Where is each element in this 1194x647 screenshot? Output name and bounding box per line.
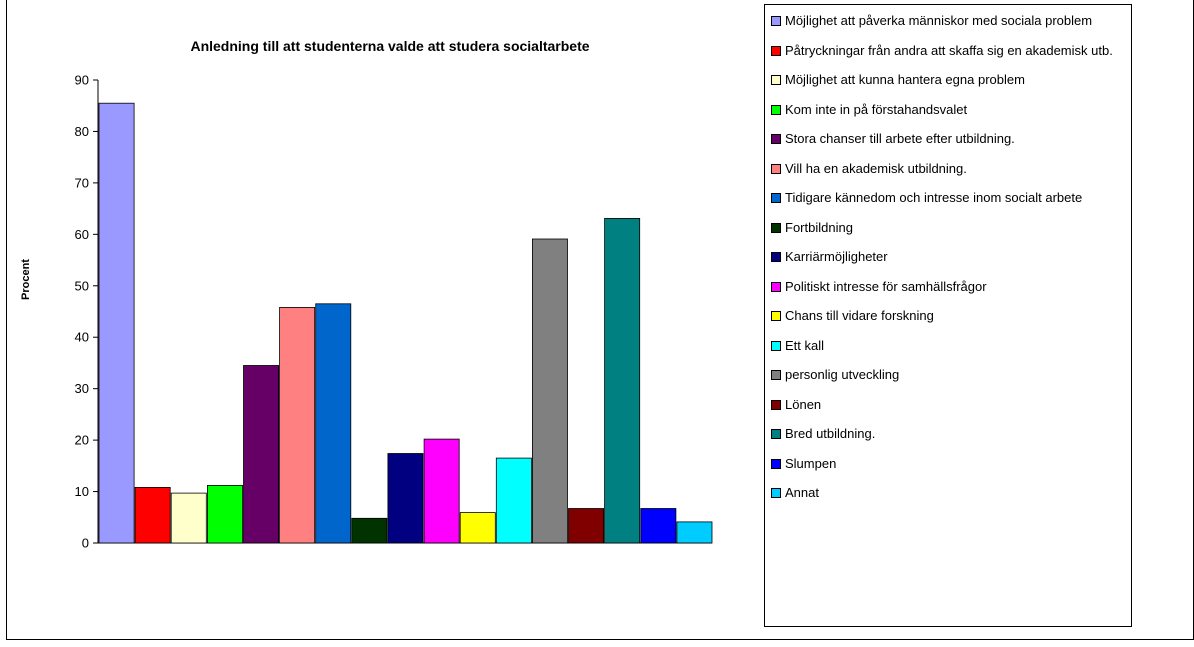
legend-item: Stora chanser till arbete efter utbildni… bbox=[771, 131, 1126, 146]
bar bbox=[568, 508, 604, 544]
legend-item: Fortbildning bbox=[771, 220, 1126, 235]
legend-swatch bbox=[771, 222, 781, 233]
legend-item: Ett kall bbox=[771, 338, 1126, 353]
legend-label: Kom inte in på förstahandsvalet bbox=[785, 101, 968, 117]
legend-swatch bbox=[771, 252, 781, 262]
legend-label: Påtryckningar från andra att skaffa sig … bbox=[785, 42, 1113, 58]
legend-swatch bbox=[771, 370, 781, 380]
legend-swatch bbox=[771, 193, 781, 203]
legend-item: Påtryckningar från andra att skaffa sig … bbox=[771, 43, 1126, 58]
legend-item: Möjlighet att kunna hantera egna problem bbox=[771, 72, 1126, 87]
bar bbox=[170, 492, 207, 544]
legend-label: Möjlighet att påverka människor med soci… bbox=[785, 13, 1093, 28]
legend-label: Lönen bbox=[785, 396, 822, 412]
legend-label: Vill ha en akademisk utbildning. bbox=[785, 160, 967, 176]
bar bbox=[351, 517, 388, 544]
legend-swatch bbox=[771, 429, 781, 439]
bar bbox=[98, 102, 135, 544]
y-tick-label: 40 bbox=[75, 330, 89, 345]
legend-item: Slumpen bbox=[771, 456, 1126, 471]
bar bbox=[134, 486, 171, 544]
chart-title: Anledning till att studenterna valde att… bbox=[190, 38, 590, 54]
bar bbox=[532, 238, 568, 544]
legend-label: Bred utbildning. bbox=[785, 426, 876, 441]
legend-swatch bbox=[771, 281, 781, 292]
legend-label: Tidigare kännedom och intresse inom soci… bbox=[785, 190, 1083, 205]
bar bbox=[459, 512, 496, 544]
y-tick-label: 0 bbox=[82, 536, 89, 551]
legend-label: Slumpen bbox=[785, 455, 837, 471]
bar bbox=[206, 484, 243, 544]
y-tick-label: 70 bbox=[75, 175, 89, 190]
legend-swatch bbox=[771, 488, 781, 498]
bar bbox=[387, 453, 424, 544]
legend-item: Karriärmöjligheter bbox=[771, 249, 1126, 264]
legend-label: Möjlighet att kunna hantera egna problem bbox=[785, 72, 1025, 87]
bar bbox=[279, 306, 316, 544]
legend-label: Ett kall bbox=[785, 337, 825, 353]
legend-label: Annat bbox=[785, 485, 819, 500]
y-tick-label: 80 bbox=[75, 124, 89, 139]
legend-label: personlig utveckling bbox=[785, 367, 900, 382]
bar bbox=[495, 457, 532, 544]
bar bbox=[315, 303, 352, 544]
y-tick-label: 90 bbox=[75, 73, 89, 88]
y-tick-label: 20 bbox=[75, 433, 89, 448]
legend-item: Bred utbildning. bbox=[771, 426, 1126, 441]
legend-swatch bbox=[771, 45, 781, 56]
legend-swatch bbox=[771, 163, 781, 174]
legend-item: Kom inte in på förstahandsvalet bbox=[771, 102, 1126, 117]
legend-item: Annat bbox=[771, 485, 1126, 500]
legend-item: Vill ha en akademisk utbildning. bbox=[771, 161, 1126, 176]
legend-swatch bbox=[771, 75, 781, 85]
y-tick-label: 10 bbox=[75, 484, 89, 499]
legend-swatch bbox=[771, 399, 781, 410]
legend-item: personlig utveckling bbox=[771, 367, 1126, 382]
bar bbox=[423, 438, 460, 544]
legend-label: Stora chanser till arbete efter utbildni… bbox=[785, 131, 1015, 146]
legend-swatch bbox=[771, 311, 781, 321]
bar bbox=[243, 365, 279, 544]
legend-swatch bbox=[771, 16, 781, 26]
legend: Möjlighet att påverka människor med soci… bbox=[764, 4, 1132, 627]
legend-item: Tidigare kännedom och intresse inom soci… bbox=[771, 190, 1126, 205]
legend-swatch bbox=[771, 104, 781, 115]
legend-item: Lönen bbox=[771, 397, 1126, 412]
bar bbox=[640, 508, 677, 544]
legend-swatch bbox=[771, 134, 781, 144]
bar bbox=[604, 217, 641, 544]
legend-item: Möjlighet att påverka människor med soci… bbox=[771, 13, 1126, 28]
legend-label: Karriärmöjligheter bbox=[785, 249, 888, 264]
legend-swatch bbox=[771, 340, 781, 351]
legend-swatch bbox=[771, 458, 781, 469]
y-tick-label: 60 bbox=[75, 227, 89, 242]
legend-item: Politiskt intresse för samhällsfrågor bbox=[771, 279, 1126, 294]
legend-item: Chans till vidare forskning bbox=[771, 308, 1126, 323]
bar bbox=[676, 521, 713, 544]
y-tick-label: 50 bbox=[75, 278, 89, 293]
y-tick-label: 30 bbox=[75, 381, 89, 396]
legend-label: Politiskt intresse för samhällsfrågor bbox=[785, 278, 987, 294]
legend-label: Chans till vidare forskning bbox=[785, 308, 934, 323]
legend-label: Fortbildning bbox=[785, 219, 853, 235]
plot-area: 0 10 20 30 40 50 60 70 80 90 bbox=[75, 73, 713, 551]
